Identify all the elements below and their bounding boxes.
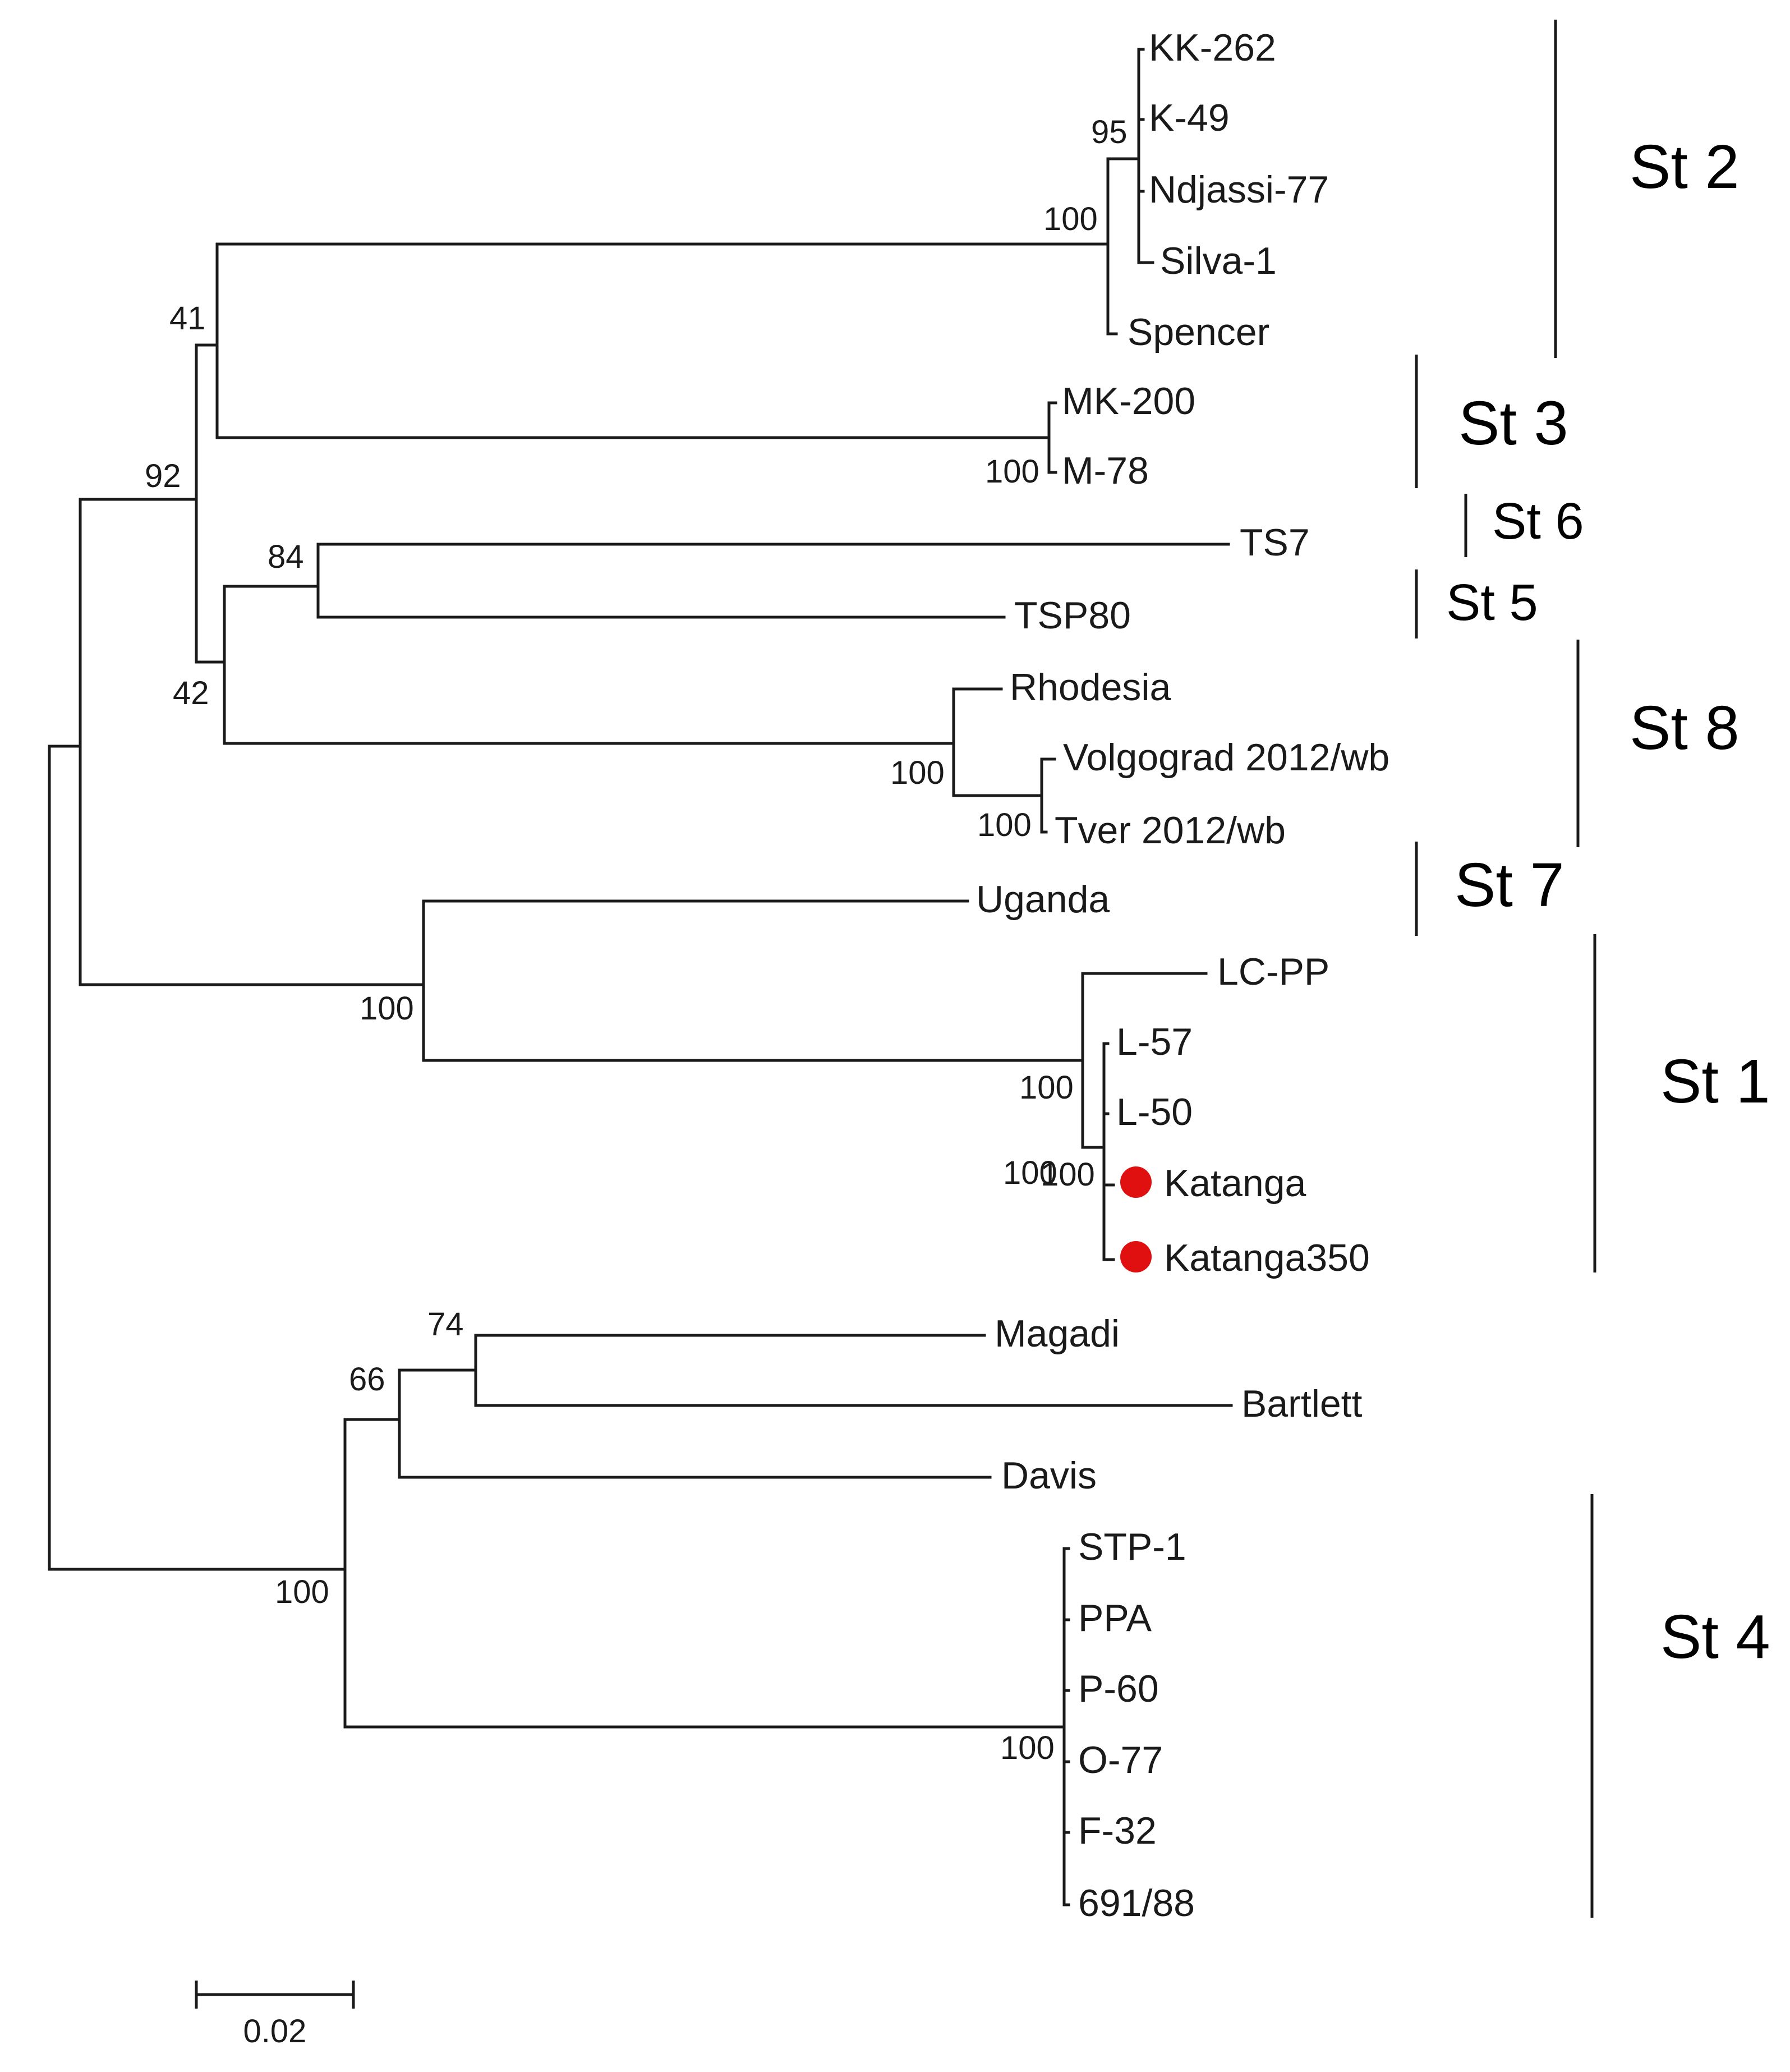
taxon-label: 691/88 [1078,1882,1195,1924]
highlight-dot [1120,1241,1152,1272]
bootstrap-value: 95 [1091,114,1128,150]
bootstrap-value: 92 [145,458,181,494]
taxon-label: M-78 [1062,449,1149,492]
bootstrap-value: 100 [275,1574,329,1610]
taxon-label: K-49 [1149,97,1230,139]
scale-bar-label: 0.02 [243,2013,307,2050]
bootstrap-value: 100 [360,990,414,1027]
group-label: St 4 [1660,1602,1770,1671]
taxon-label: F-32 [1078,1809,1157,1852]
highlight-markers [1120,1166,1152,1272]
bootstrap-value: 100 [890,755,945,791]
taxon-label: Silva-1 [1160,240,1277,282]
taxon-label: Spencer [1128,311,1269,353]
group-bars [1415,20,1596,1918]
tree-branches [48,48,1233,1906]
taxon-label: TS7 [1240,521,1310,564]
bootstrap-value: 100 [1041,1156,1095,1193]
taxon-label: STP-1 [1078,1526,1186,1568]
taxon-label: P-60 [1078,1667,1159,1710]
bootstrap-value: 100 [1019,1069,1074,1106]
taxon-label: L-50 [1116,1091,1193,1133]
taxon-label: Magadi [995,1312,1120,1355]
group-label: St 2 [1630,132,1740,201]
highlight-dot [1120,1166,1152,1198]
group-label: St 1 [1660,1047,1770,1116]
taxon-label: Katanga [1164,1162,1306,1205]
taxon-label: TSP80 [1014,594,1131,637]
group-label: St 8 [1630,693,1740,762]
bootstrap-value: 100 [1000,1730,1055,1766]
bootstrap-value: 66 [349,1361,385,1398]
taxon-label: Ndjassi-77 [1149,168,1329,211]
bootstrap-value: 100 [1043,201,1098,237]
taxon-label: O-77 [1078,1739,1163,1781]
taxon-label: Tver 2012/wb [1055,809,1286,852]
bootstrap-value: 84 [268,539,304,575]
taxon-label: Bartlett [1241,1382,1363,1425]
bootstrap-value: 74 [427,1306,464,1343]
bootstrap-values: 95 100 41 100 92 84 42 100 100 100 100 1… [145,114,1128,1766]
taxon-label: PPA [1078,1597,1152,1639]
scale-bar: 0.02 [195,1981,355,2050]
bootstrap-value: 100 [985,453,1039,490]
bootstrap-value: 100 [977,807,1032,843]
group-label: St 6 [1492,493,1584,550]
bootstrap-value: 42 [173,675,209,711]
taxon-label: Volgograd 2012/wb [1063,736,1389,779]
group-label: St 3 [1458,389,1568,458]
taxon-label: LC-PP [1217,950,1329,993]
taxon-label: Davis [1001,1454,1097,1497]
taxon-label: Katanga350 [1164,1237,1370,1279]
taxon-label: Uganda [976,878,1110,921]
taxon-label: L-57 [1116,1021,1193,1063]
group-label: St 7 [1455,851,1564,920]
taxon-label: Rhodesia [1010,666,1171,709]
bootstrap-value: 41 [169,300,206,337]
group-label: St 5 [1446,574,1538,631]
group-labels: St 2 St 3 St 6 St 5 St 8 St 7 St 1 St 4 [1446,132,1770,1671]
taxon-labels: KK-262 K-49 Ndjassi-77 Silva-1 Spencer M… [976,26,1389,1924]
taxon-label: KK-262 [1149,26,1276,69]
bootstrap-value: 100 [1003,1155,1057,1191]
taxon-label: MK-200 [1062,380,1195,422]
